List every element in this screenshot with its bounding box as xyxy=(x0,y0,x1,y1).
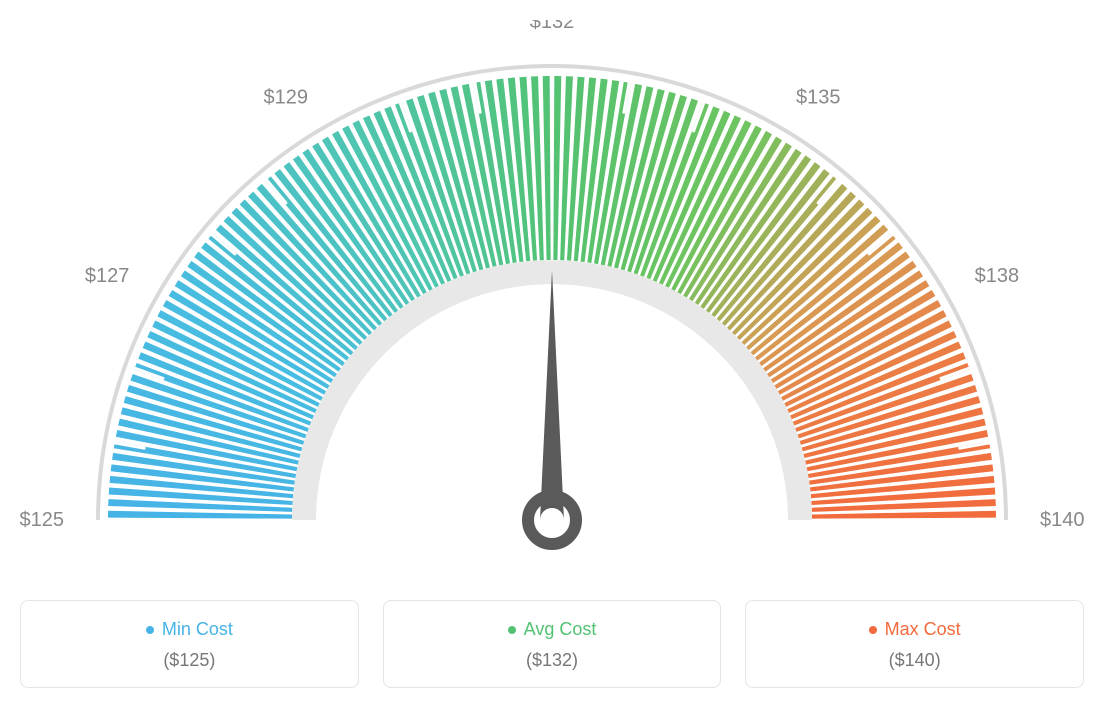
legend-label-avg: Avg Cost xyxy=(508,619,597,640)
svg-text:$135: $135 xyxy=(796,86,841,108)
legend-label-min: Min Cost xyxy=(146,619,233,640)
dot-icon xyxy=(869,626,877,634)
gauge-needle xyxy=(528,270,576,544)
legend-label-text: Max Cost xyxy=(885,619,961,640)
legend-card-max: Max Cost ($140) xyxy=(745,600,1084,688)
svg-text:$127: $127 xyxy=(85,265,130,287)
legend-label-max: Max Cost xyxy=(869,619,961,640)
dot-icon xyxy=(146,626,154,634)
svg-text:$138: $138 xyxy=(975,265,1020,287)
cost-gauge-chart: $125 $127 $129 $132 $135 $138 $140 Min Cost ($… xyxy=(20,20,1084,688)
legend-label-text: Avg Cost xyxy=(524,619,597,640)
svg-text:$125: $125 xyxy=(20,509,64,531)
svg-text:$132: $132 xyxy=(530,20,575,33)
svg-text:$140: $140 xyxy=(1040,509,1084,531)
legend-value-avg: ($132) xyxy=(394,650,711,671)
legend-value-max: ($140) xyxy=(756,650,1073,671)
legend-row: Min Cost ($125) Avg Cost ($132) Max Cost… xyxy=(20,600,1084,688)
svg-text:$129: $129 xyxy=(264,86,309,108)
gauge-svg: $125 $127 $129 $132 $135 $138 $140 xyxy=(20,20,1084,580)
legend-card-min: Min Cost ($125) xyxy=(20,600,359,688)
gauge-area: $125 $127 $129 $132 $135 $138 $140 xyxy=(20,20,1084,580)
legend-card-avg: Avg Cost ($132) xyxy=(383,600,722,688)
dot-icon xyxy=(508,626,516,634)
legend-value-min: ($125) xyxy=(31,650,348,671)
legend-label-text: Min Cost xyxy=(162,619,233,640)
